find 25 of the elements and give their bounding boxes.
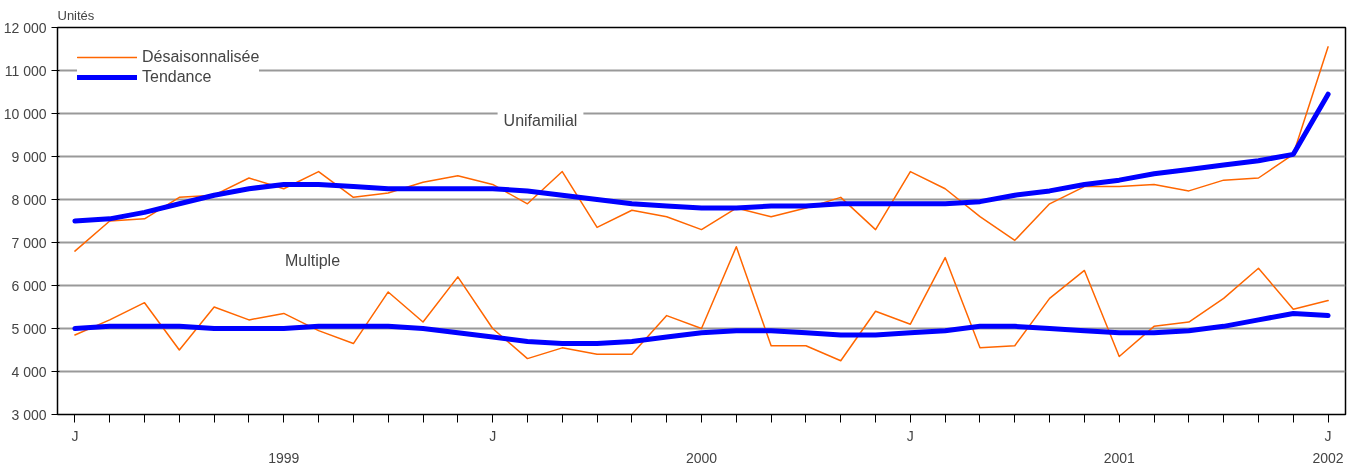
y-tick-label: 7 000 — [11, 234, 47, 251]
y-axis-title: Unités — [57, 7, 95, 23]
y-tick-label: 5 000 — [11, 320, 47, 337]
y-tick-label: 11 000 — [4, 62, 47, 79]
x-tick-label: J — [1324, 427, 1332, 444]
text: 2002 — [1312, 449, 1344, 466]
y-tick-label: 12 000 — [3, 19, 47, 36]
y-tick-label: 3 000 — [11, 406, 47, 423]
text: 2001 — [1103, 449, 1136, 466]
annotation: Unifamilial — [503, 112, 578, 129]
y-tick-label: 9 000 — [11, 148, 47, 165]
x-tick-label: J — [489, 427, 497, 444]
line-series — [74, 46, 1329, 252]
x-tick-label: J — [906, 427, 914, 444]
annotation: Multiple — [284, 252, 341, 269]
text: 1999 — [268, 449, 300, 466]
x-tick-label: J — [71, 427, 79, 444]
y-tick-label: 6 000 — [11, 277, 47, 294]
legend-label: Tendance — [142, 68, 212, 86]
line-series — [74, 246, 1329, 362]
y-tick-label: 4 000 — [11, 363, 47, 380]
y-tick-label: 8 000 — [11, 191, 47, 208]
legend-label: Désaisonnalisée — [142, 48, 260, 66]
y-tick-label: 10 000 — [3, 105, 47, 122]
text: 2000 — [685, 449, 718, 466]
